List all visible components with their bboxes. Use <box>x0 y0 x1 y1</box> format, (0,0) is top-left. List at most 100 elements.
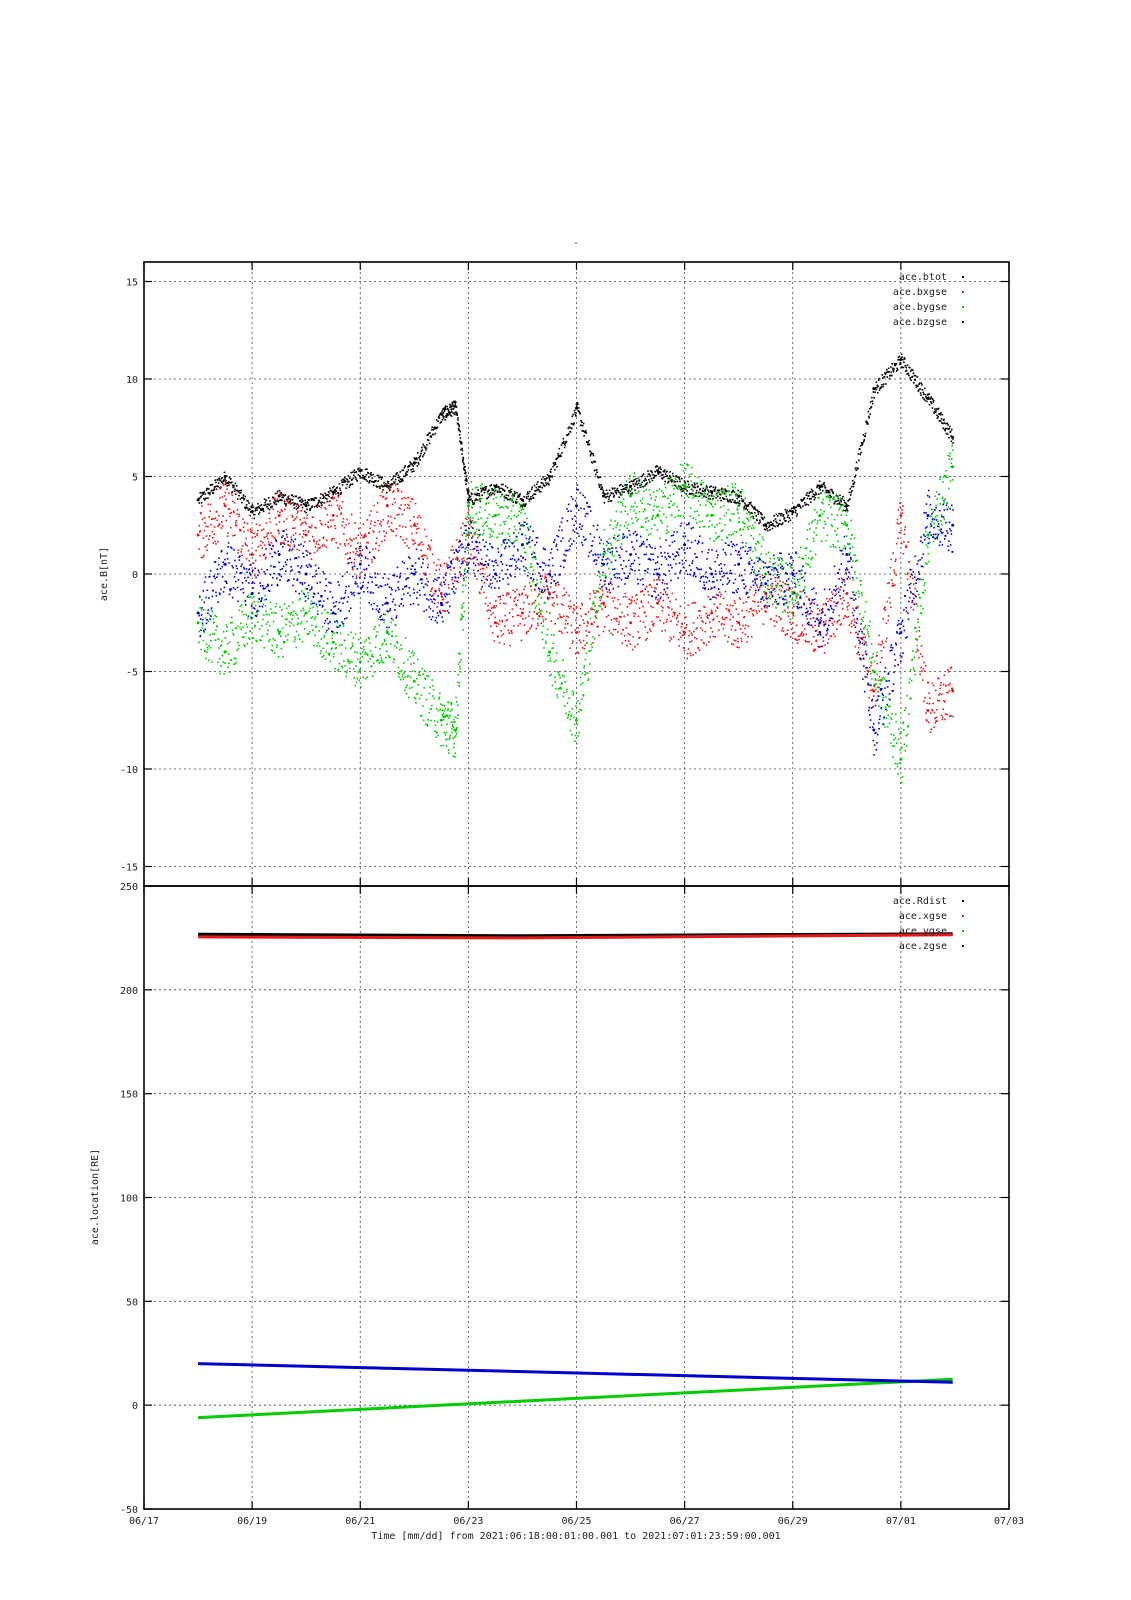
data-point <box>633 485 636 487</box>
data-point <box>419 674 421 676</box>
data-point <box>447 413 449 416</box>
data-point <box>757 605 760 607</box>
data-point <box>802 558 804 560</box>
data-point <box>390 528 392 531</box>
data-point <box>747 528 750 530</box>
data-point <box>243 636 245 638</box>
data-point <box>257 503 259 505</box>
data-point <box>682 469 685 472</box>
data-point <box>333 652 335 655</box>
data-point <box>460 659 462 661</box>
data-point <box>838 509 840 511</box>
data-point <box>213 533 215 535</box>
data-point <box>381 476 383 479</box>
data-point <box>517 599 519 602</box>
data-point <box>800 546 802 549</box>
data-point <box>279 493 282 495</box>
data-point <box>321 504 323 507</box>
data-point <box>413 522 416 525</box>
data-point <box>809 491 811 493</box>
data-point <box>666 525 669 528</box>
data-point <box>333 485 335 488</box>
data-point <box>248 560 251 562</box>
data-point <box>198 497 200 500</box>
data-point <box>262 614 265 616</box>
data-point <box>498 623 500 625</box>
data-point <box>245 557 248 560</box>
data-point <box>376 486 378 488</box>
data-point <box>510 629 513 632</box>
data-point <box>516 501 519 504</box>
data-point <box>617 598 620 601</box>
data-point <box>244 542 247 544</box>
data-point <box>455 588 457 590</box>
data-point <box>882 642 884 645</box>
data-point <box>341 501 344 503</box>
data-point <box>415 702 417 704</box>
data-point <box>226 626 228 628</box>
data-point <box>834 499 837 502</box>
data-point <box>423 445 425 447</box>
data-point <box>454 400 456 403</box>
data-point <box>360 642 363 644</box>
data-point <box>209 503 212 506</box>
data-point <box>758 610 761 613</box>
data-point <box>385 484 389 488</box>
data-point <box>263 498 266 500</box>
data-point <box>443 716 445 719</box>
data-point <box>623 536 625 539</box>
data-point <box>573 422 575 424</box>
data-point <box>700 639 703 641</box>
data-point <box>611 552 613 555</box>
data-point <box>623 491 625 493</box>
data-point <box>674 485 677 487</box>
data-point <box>751 515 753 518</box>
data-point <box>250 618 253 620</box>
data-point <box>470 498 472 501</box>
data-point <box>611 583 613 586</box>
data-point <box>465 483 467 485</box>
data-point <box>601 488 604 491</box>
data-point <box>720 489 722 492</box>
data-point <box>417 461 420 464</box>
data-point <box>444 409 446 411</box>
data-point <box>556 466 558 468</box>
data-point <box>203 491 206 493</box>
data-point <box>349 667 351 670</box>
data-point <box>412 523 416 527</box>
data-point <box>514 591 516 593</box>
data-point <box>753 506 756 508</box>
data-point <box>513 490 516 493</box>
data-point <box>238 609 241 611</box>
data-point <box>324 658 327 660</box>
data-point <box>800 498 802 501</box>
data-point <box>312 498 315 501</box>
data-point <box>395 473 397 476</box>
data-point <box>433 697 435 700</box>
data-point <box>657 505 660 508</box>
data-point <box>438 696 441 698</box>
data-point <box>473 521 476 524</box>
data-point <box>372 548 374 551</box>
data-point <box>199 512 202 514</box>
data-point <box>839 494 841 497</box>
data-point <box>537 488 539 490</box>
data-point <box>410 652 413 654</box>
data-point <box>676 616 679 619</box>
data-point <box>935 720 937 722</box>
data-point <box>448 413 451 415</box>
data-point <box>566 631 569 634</box>
data-point <box>410 468 412 471</box>
data-point <box>431 433 434 436</box>
data-point <box>479 499 481 502</box>
data-point <box>524 512 526 515</box>
data-point <box>617 501 620 503</box>
data-point <box>573 409 576 412</box>
data-point <box>665 621 668 623</box>
data-point <box>589 450 591 452</box>
data-point <box>617 522 619 524</box>
data-point <box>842 522 845 525</box>
data-point <box>350 631 352 634</box>
data-point <box>540 478 543 481</box>
data-point <box>507 629 510 632</box>
